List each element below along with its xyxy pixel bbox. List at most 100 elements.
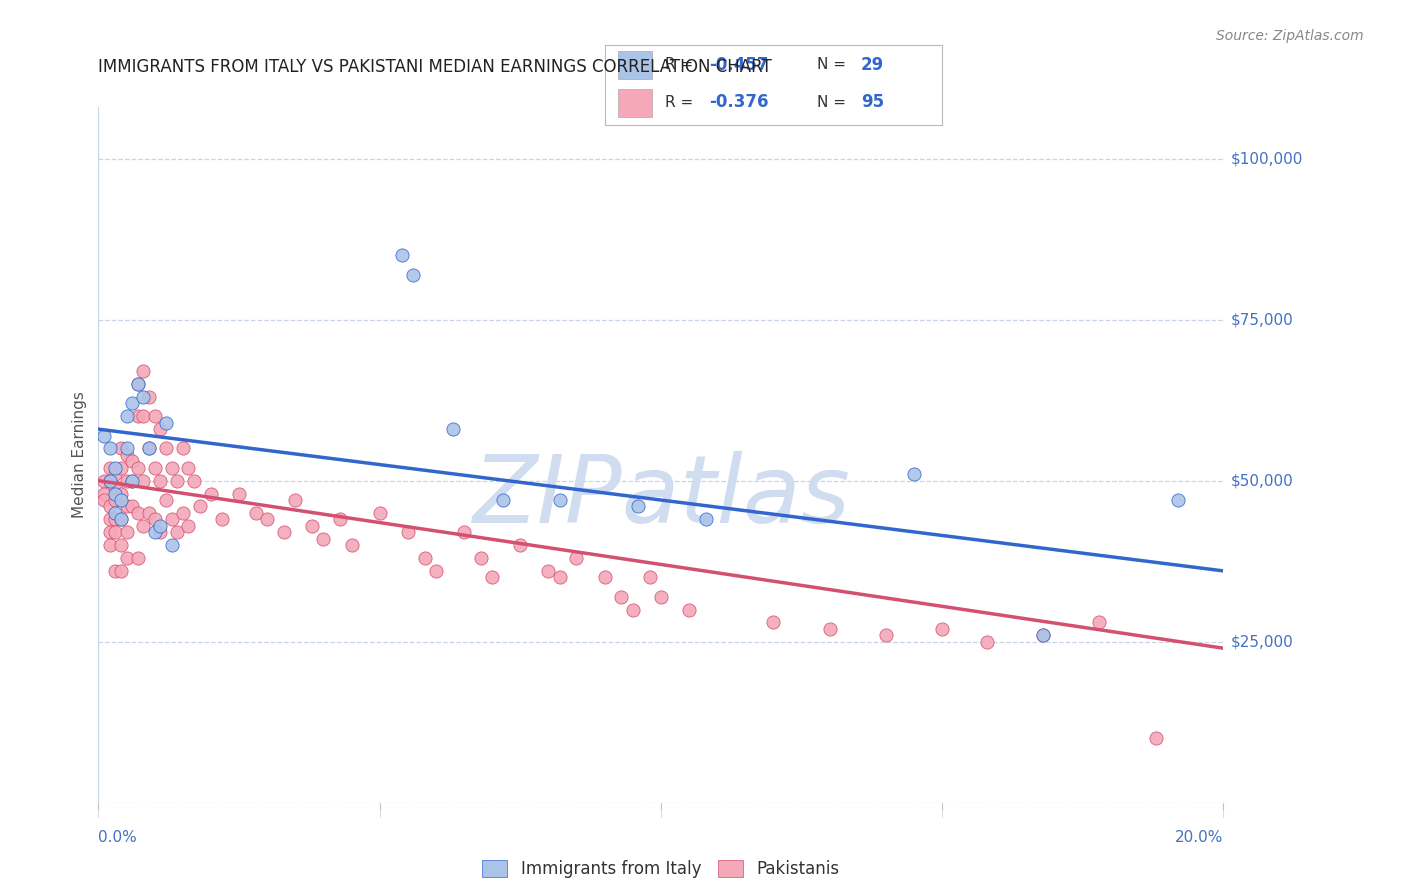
Point <box>695 512 717 526</box>
Point <box>593 570 616 584</box>
Point <box>256 512 278 526</box>
Point <box>875 628 897 642</box>
Point <box>98 538 121 552</box>
Point <box>104 512 127 526</box>
Point <box>127 409 149 424</box>
Point <box>110 538 132 552</box>
Text: N =: N = <box>817 95 851 110</box>
Text: $100,000: $100,000 <box>1230 151 1302 166</box>
Point <box>1032 628 1054 642</box>
Point <box>110 512 132 526</box>
Point <box>127 551 149 566</box>
Point <box>166 525 188 540</box>
Text: 95: 95 <box>860 94 884 112</box>
Point <box>413 551 436 566</box>
Point <box>104 493 127 508</box>
Point <box>110 486 132 500</box>
Point <box>98 442 121 456</box>
Point <box>425 564 447 578</box>
Point <box>1144 731 1167 746</box>
Point <box>166 474 188 488</box>
Point <box>976 634 998 648</box>
Point <box>104 486 127 500</box>
Point <box>121 454 143 468</box>
Point <box>143 460 166 475</box>
Point <box>132 518 155 533</box>
Point <box>548 493 571 508</box>
Legend: Immigrants from Italy, Pakistanis: Immigrants from Italy, Pakistanis <box>475 854 846 885</box>
Point <box>301 518 323 533</box>
Point <box>115 442 138 456</box>
Point <box>138 506 160 520</box>
Point <box>104 480 127 494</box>
Point <box>678 602 700 616</box>
Point <box>93 493 115 508</box>
Point <box>138 390 160 404</box>
Point <box>132 409 155 424</box>
FancyBboxPatch shape <box>619 89 652 117</box>
Point <box>127 377 149 392</box>
Point <box>312 532 335 546</box>
Point <box>453 525 475 540</box>
Point <box>98 474 121 488</box>
Point <box>127 506 149 520</box>
Point <box>104 460 127 475</box>
Point <box>155 442 177 456</box>
Point <box>121 396 143 410</box>
Point <box>172 506 194 520</box>
Point <box>98 525 121 540</box>
Point <box>115 448 138 462</box>
Point <box>183 474 205 488</box>
Point <box>115 551 138 566</box>
Point <box>115 474 138 488</box>
Point <box>177 518 200 533</box>
Text: -0.376: -0.376 <box>709 94 769 112</box>
Point <box>110 512 132 526</box>
Point <box>143 512 166 526</box>
Point <box>931 622 953 636</box>
Point <box>610 590 633 604</box>
Point <box>160 460 183 475</box>
Text: $75,000: $75,000 <box>1230 312 1294 327</box>
Point <box>98 460 121 475</box>
Point <box>818 622 841 636</box>
Point <box>121 500 143 514</box>
Point <box>177 460 200 475</box>
Point <box>1088 615 1111 630</box>
Point <box>110 564 132 578</box>
Point <box>127 377 149 392</box>
Point <box>188 500 211 514</box>
Point <box>160 538 183 552</box>
Point <box>245 506 267 520</box>
Point <box>138 442 160 456</box>
Point <box>149 525 172 540</box>
Text: $25,000: $25,000 <box>1230 634 1294 649</box>
Text: IMMIGRANTS FROM ITALY VS PAKISTANI MEDIAN EARNINGS CORRELATION CHART: IMMIGRANTS FROM ITALY VS PAKISTANI MEDIA… <box>98 58 772 76</box>
Point <box>481 570 503 584</box>
Point <box>537 564 560 578</box>
Point <box>115 525 138 540</box>
Point <box>329 512 352 526</box>
Point <box>93 474 115 488</box>
Point <box>627 500 650 514</box>
Point <box>149 422 172 436</box>
Point <box>391 248 413 262</box>
Point <box>368 506 391 520</box>
Point <box>132 390 155 404</box>
Text: 20.0%: 20.0% <box>1175 830 1223 845</box>
Point <box>155 416 177 430</box>
Point <box>273 525 295 540</box>
Point <box>149 518 172 533</box>
Text: R =: R = <box>665 95 699 110</box>
Point <box>621 602 644 616</box>
Point <box>98 512 121 526</box>
Text: 29: 29 <box>860 55 884 74</box>
Text: Source: ZipAtlas.com: Source: ZipAtlas.com <box>1216 29 1364 43</box>
Point <box>565 551 588 566</box>
Text: -0.457: -0.457 <box>709 55 769 74</box>
Point <box>200 486 222 500</box>
Point <box>98 474 121 488</box>
Point <box>1032 628 1054 642</box>
Text: $50,000: $50,000 <box>1230 473 1294 488</box>
FancyBboxPatch shape <box>619 51 652 79</box>
